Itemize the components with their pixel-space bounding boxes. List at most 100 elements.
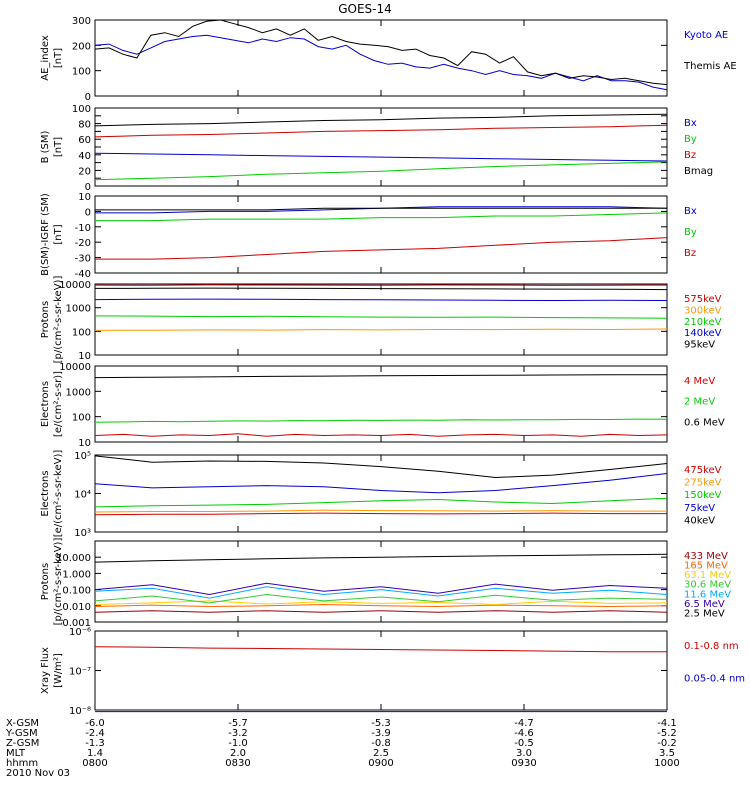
series-line <box>94 497 668 508</box>
y-tick-label: 40 <box>78 151 91 162</box>
legend-entry: 300keV <box>684 305 722 316</box>
y-axis-label: B(SM)-IGRF (SM) <box>40 193 51 276</box>
series-line <box>94 603 668 608</box>
ephemeris-value: -2.4 <box>85 728 105 739</box>
series-line <box>95 207 667 211</box>
y-tick-label: 10⁻⁶ <box>69 627 91 638</box>
y-tick-label: 0.010 <box>62 602 91 613</box>
legend-entry: 0.05-0.4 nm <box>684 674 745 685</box>
y-tick-label: 80 <box>78 120 91 131</box>
y-axis-label: Xray Flux <box>40 647 51 694</box>
ephemeris-value: -0.5 <box>514 738 534 749</box>
series-line <box>94 284 668 286</box>
y-tick-label: 10000 <box>59 362 91 373</box>
y-axis-label: [p/(cm²-s-sr-keV)] <box>53 538 64 626</box>
y-tick-label: 1000 <box>66 387 91 398</box>
series-line <box>94 152 668 162</box>
legend-entry: 0.1-0.8 nm <box>684 641 739 652</box>
y-axis-label: [W/m²] <box>53 653 64 688</box>
series-line <box>94 512 667 516</box>
legend-entry: 30.6 MeV <box>684 580 731 591</box>
y-tick-label: 1000 <box>66 304 91 315</box>
series-line <box>94 455 668 479</box>
series-line <box>94 374 667 379</box>
series-line <box>94 582 668 596</box>
y-axis-label: Electrons <box>40 470 51 516</box>
series-line <box>94 433 668 437</box>
ephemeris-value: 1.4 <box>87 748 103 759</box>
y-tick-label: 10⁵ <box>74 451 91 462</box>
legend-entry: Themis AE <box>683 61 737 72</box>
ephemeris-value: -4.1 <box>657 718 677 729</box>
y-tick-label: 0 <box>85 92 91 103</box>
panel-electrons1: 10 100 1000 10000 Electrons [e/(cm²-s-sr)] 4 M… <box>40 362 725 449</box>
ephemeris-value: -3.2 <box>228 728 248 739</box>
ephemeris-label: Z-GSM <box>6 738 39 749</box>
ephemeris-value: -5.2 <box>657 728 677 739</box>
ephemeris-value: -1.0 <box>228 738 248 749</box>
y-tick-label: 10³ <box>74 528 91 539</box>
ephemeris-value: -3.9 <box>371 728 391 739</box>
y-axis-label: Protons <box>40 301 51 338</box>
ephemeris-value: -1.3 <box>85 738 105 749</box>
series-line <box>94 418 668 423</box>
y-axis-label: B (SM) <box>40 130 51 163</box>
y-tick-label: -40 <box>75 269 91 280</box>
ephemeris-value: -5.3 <box>371 718 391 729</box>
legend-entry: 75keV <box>684 503 715 514</box>
series-line <box>94 646 667 653</box>
legend-entry: 40keV <box>684 515 715 526</box>
y-axis-label: [e/(cm²-s-sr-keV)] <box>53 450 64 538</box>
panel-frame <box>94 283 668 356</box>
legend-entry: 150keV <box>684 490 722 501</box>
panel-b: 0 20 40 60 80 100 B (SM) [nT] Bx By Bz Bmag <box>40 104 713 193</box>
ephemeris-value: 2.5 <box>373 748 389 759</box>
legend-entry: Bz <box>684 150 696 161</box>
series-line <box>94 509 667 513</box>
y-axis-label: [nT] <box>53 224 64 244</box>
legend-entry: 0.6 MeV <box>684 417 725 428</box>
series-line <box>94 593 668 604</box>
ephemeris-value: -4.7 <box>514 718 534 729</box>
legend-entry: 210keV <box>684 317 722 328</box>
series-line <box>94 473 668 494</box>
ephemeris-value: -6.0 <box>85 718 105 729</box>
series-line <box>94 328 668 331</box>
series-line <box>94 124 668 138</box>
y-tick-label: -20 <box>75 238 91 249</box>
panel-ae: 0 100 200 300 AE_index [nT] Kyoto AE Themis AE <box>40 16 737 103</box>
y-tick-label: 0 <box>85 182 91 193</box>
legend-entry: Bmag <box>684 166 713 177</box>
y-tick-label: 100 <box>72 327 91 338</box>
legend-entry: 2.5 MeV <box>684 608 725 619</box>
y-tick-label: 60 <box>78 135 91 146</box>
series-line <box>94 586 668 599</box>
plot-title: GOES-14 <box>338 2 392 16</box>
ephemeris-value: 0800 <box>82 758 107 769</box>
ephemeris-label: Y-GSM <box>5 728 38 739</box>
series-line <box>94 287 668 291</box>
panel-xray: 10⁻⁸ 10⁻⁷ 10⁻⁶ Xray Flux [W/m²] 0.1-0.8 nm 0.0… <box>40 627 745 717</box>
y-axis-label: [p/(cm²-s-sr-keV)] <box>53 276 64 364</box>
legend-entry: 95keV <box>684 340 715 351</box>
legend-entry: Bx <box>684 118 697 129</box>
y-tick-label: 20 <box>78 166 91 177</box>
ephemeris-value: -0.2 <box>657 738 677 749</box>
panel-frame <box>94 195 668 274</box>
y-tick-label: -30 <box>75 254 91 265</box>
y-tick-label: 10⁻⁸ <box>69 706 91 717</box>
ephemeris-value: 3.0 <box>516 748 532 759</box>
series-line <box>94 553 668 563</box>
y-axis-label: Protons <box>40 563 51 600</box>
y-axis-label: [e/(cm²-s-sr)] <box>53 371 64 437</box>
y-tick-label: 10 <box>78 438 91 449</box>
y-tick-label: 10.000 <box>56 553 91 564</box>
y-axis-label: AE_index <box>40 35 51 81</box>
series-line <box>94 610 668 613</box>
y-axis-label: [nT] <box>53 48 64 68</box>
legend-entry: 140keV <box>684 328 722 339</box>
y-tick-label: 10 <box>78 351 91 362</box>
ephemeris-value: 2.0 <box>230 748 246 759</box>
